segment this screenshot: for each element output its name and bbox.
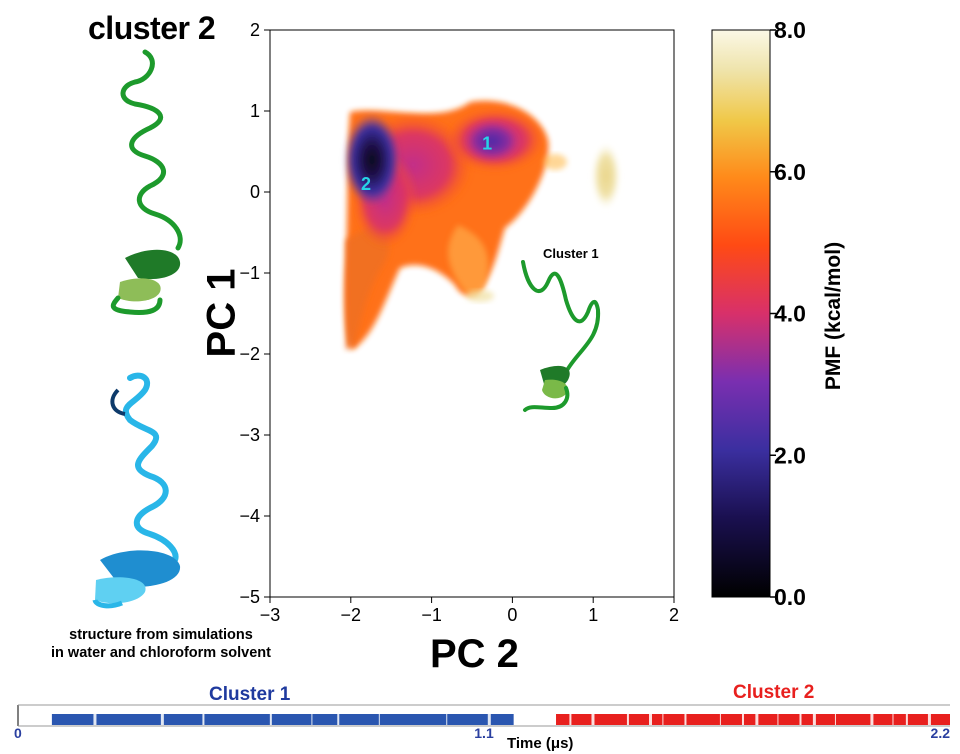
timeline-gap: [906, 714, 908, 725]
timeline-gap: [202, 714, 204, 725]
timeline-gap: [446, 714, 447, 725]
timeline-cluster1-bar: [52, 714, 514, 725]
timeline-gap: [93, 714, 96, 725]
timeline-gap: [742, 714, 744, 725]
timeline-gap: [379, 714, 380, 725]
timeline-cluster1-label: Cluster 1: [209, 684, 290, 706]
timeline-gap: [627, 714, 629, 725]
timeline-tick-label: 1.1: [474, 725, 494, 741]
timeline-tick-label: 2.2: [931, 725, 951, 741]
timeline-gap: [870, 714, 873, 725]
timeline-gap: [755, 714, 758, 725]
timeline-gap: [311, 714, 312, 725]
timeline-gap: [928, 714, 931, 725]
timeline-gap: [777, 714, 778, 725]
timeline-gap: [270, 714, 272, 725]
timeline-gap: [569, 714, 571, 725]
timeline-bars: [52, 714, 950, 725]
timeline-gap: [488, 714, 491, 725]
timeline-gap: [720, 714, 721, 725]
timeline-cluster2-bar: [556, 714, 950, 725]
timeline-gap: [799, 714, 801, 725]
timeline-cluster2-label: Cluster 2: [733, 682, 814, 704]
timeline-gap: [835, 714, 836, 725]
timeline-gap: [662, 714, 663, 725]
timeline-tick-label: 0: [14, 725, 22, 741]
timeline-gap: [161, 714, 164, 725]
timeline-axis-label: Time (μs): [507, 735, 573, 752]
timeline-gap: [813, 714, 816, 725]
timeline-ticks: 0 1.1 2.2: [14, 725, 950, 741]
timeline-gap: [649, 714, 652, 725]
timeline-gap: [684, 714, 686, 725]
timeline-gap: [337, 714, 339, 725]
timeline-gap: [892, 714, 893, 725]
timeline-gap: [591, 714, 594, 725]
